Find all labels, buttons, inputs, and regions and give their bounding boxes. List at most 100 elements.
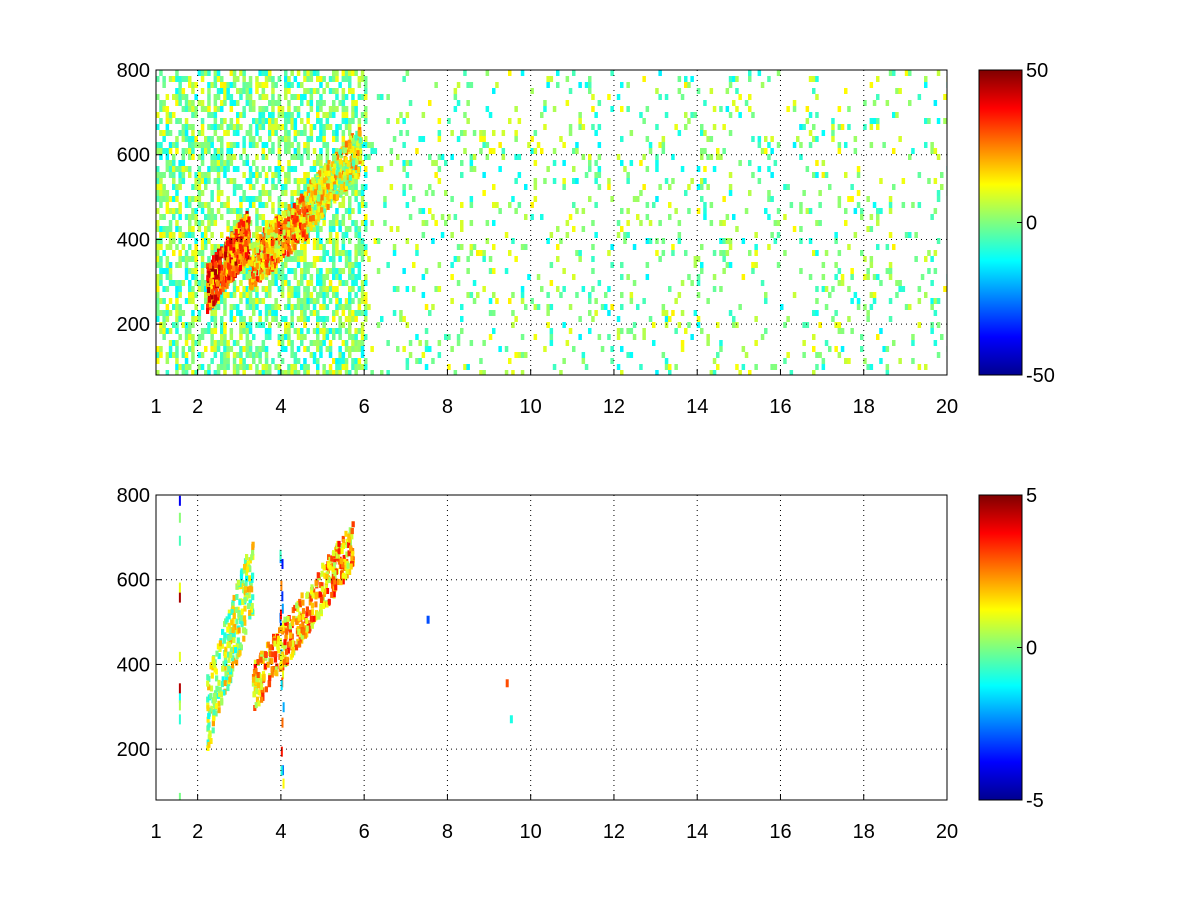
heatmap-cell [162,214,166,220]
heatmap-cell [696,88,701,94]
heatmap-cell [289,219,293,226]
heatmap-cell [370,370,374,375]
heatmap-cell [197,286,202,292]
heatmap-cell [258,214,262,220]
heatmap-cell [165,160,170,166]
heatmap-cell [466,100,470,106]
heatmap-cell [255,196,259,202]
heatmap-cell [206,282,210,289]
heatmap-cell [428,208,432,214]
heatmap-cell [206,716,210,723]
heatmap-cell [344,298,349,304]
heatmap-cell [591,94,595,100]
heatmap-cell [728,310,733,316]
heatmap-cell [248,202,253,208]
heatmap-cell [364,172,368,178]
heatmap-cell [280,217,284,224]
heatmap-cell [281,210,285,217]
heatmap-cell [239,231,244,238]
heatmap-cell [511,310,515,316]
heatmap-cell [514,136,518,142]
heatmap-cell [556,244,560,250]
heatmap-cell [316,346,320,352]
heatmap-cell [226,88,230,94]
heatmap-cell [288,640,292,647]
heatmap-cell [286,221,290,228]
heatmap-cell [216,88,221,94]
heatmap-cell [344,232,349,238]
heatmap-cell [472,280,477,286]
heatmap-cell [360,334,365,340]
heatmap-cell [421,292,426,298]
heatmap-cell [597,166,602,172]
heatmap-cell [264,220,269,226]
heatmap-cell [159,106,163,112]
heatmap-cell [345,180,349,187]
heatmap-cell [469,166,474,172]
heatmap-cell [210,142,214,148]
heatmap-cell [178,683,181,694]
heatmap-cell [815,220,819,226]
heatmap-cell [224,670,228,677]
heatmap-cell [840,346,845,352]
heatmap-cell [194,274,198,280]
heatmap-cell [252,352,256,358]
heatmap-cell [248,136,253,142]
heatmap-cell [214,702,218,709]
heatmap-cell [658,70,662,76]
heatmap-cell [297,628,301,635]
heatmap-cell [156,244,160,250]
heatmap-cell [178,94,182,100]
heatmap-cell [210,358,214,364]
heatmap-cell [168,340,173,346]
heatmap-cell [184,202,189,208]
heatmap-cell [282,223,286,230]
heatmap-cell [301,237,305,244]
heatmap-cell [488,112,493,118]
heatmap-cell [296,142,301,148]
heatmap-cell [296,184,301,190]
heatmap-cell [335,169,339,176]
heatmap-cell [511,292,515,298]
heatmap-cell [453,88,458,94]
heatmap-cell [264,310,269,316]
heatmap-cell [687,208,691,214]
heatmap-cell [267,681,272,688]
heatmap-cell [898,358,902,364]
heatmap-cell [821,286,826,292]
heatmap-cell [312,352,317,358]
heatmap-cell [162,298,166,304]
heatmap-cell [339,579,343,586]
heatmap-cell [217,700,221,707]
heatmap-cell [219,691,223,698]
heatmap-cell [364,166,368,172]
heatmap-cell [255,118,259,124]
heatmap-cell [175,298,179,304]
heatmap-cell [392,310,397,316]
heatmap-cell [231,262,235,269]
heatmap-cell [280,274,285,280]
heatmap-cell [719,346,723,352]
heatmap-cell [335,328,339,334]
heatmap-cell [223,100,227,106]
heatmap-cell [191,226,195,232]
heatmap-cell [296,237,300,244]
heatmap-cell [306,328,310,334]
heatmap-cell [239,328,243,334]
heatmap-cell [305,618,309,624]
heatmap-cell [600,346,605,352]
heatmap-cell [306,304,310,310]
heatmap-cell [309,215,313,222]
heatmap-cell [229,106,234,112]
heatmap-cell [350,533,354,540]
heatmap-cell [354,292,358,298]
heatmap-cell [184,268,189,274]
heatmap-cell [700,154,704,160]
heatmap-cell [204,226,208,232]
heatmap-cell [818,322,822,328]
heatmap-cell [552,364,557,370]
heatmap-cell [853,292,858,298]
heatmap-cell [216,94,221,100]
heatmap-cell [292,218,296,225]
heatmap-cell [700,196,704,202]
